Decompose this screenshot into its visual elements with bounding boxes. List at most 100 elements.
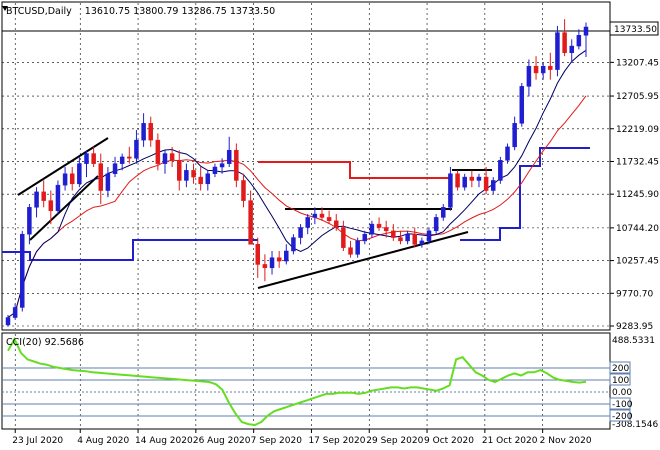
trendline-lower [29, 175, 99, 241]
candle-body [162, 153, 168, 164]
candle-body [62, 173, 68, 186]
candle-body [34, 191, 39, 208]
candle-body [20, 233, 25, 308]
cci-line [7, 336, 587, 427]
ma-fast-path [7, 49, 587, 318]
candle-body [469, 176, 475, 181]
candle-body [583, 26, 589, 36]
candle-body [248, 200, 253, 245]
candle-body [498, 160, 503, 181]
cci-tag-box [609, 373, 631, 386]
chart-dropdown-icon[interactable] [2, 6, 8, 11]
date-axis-label: 21 Oct 2020 [482, 436, 538, 446]
candle-body [476, 176, 482, 181]
candle-body [312, 213, 318, 218]
candle-body [576, 35, 582, 47]
candle-body [241, 180, 246, 201]
candle-body [77, 163, 82, 185]
cci-tag-label: -200 [612, 412, 633, 422]
candle-body [69, 173, 75, 185]
date-axis-label: 2 Nov 2020 [540, 436, 592, 446]
candle-body [326, 217, 332, 222]
candle-body [219, 163, 225, 168]
date-axis-label: 7 Sep 2020 [251, 436, 303, 446]
candle-body [12, 307, 18, 318]
candle-body [341, 227, 346, 248]
red-resistance-line [258, 161, 452, 179]
price-axis-label: 10257.45 [616, 257, 659, 267]
candle-body [419, 240, 425, 245]
trendline-sept [257, 231, 469, 289]
date-axis-label: 23 Jul 2020 [12, 436, 63, 446]
candle-body [319, 213, 325, 218]
candle-body [398, 237, 403, 242]
candle-body [112, 163, 118, 174]
candle-body [98, 163, 104, 191]
candle-body [369, 223, 375, 235]
candle-body [226, 149, 232, 164]
price-axis-label: 13207.45 [616, 58, 659, 68]
chart-title: BTCUSD,Daily 13610.75 13800.79 13286.75 … [6, 6, 275, 17]
price-grid [2, 3, 610, 329]
cci-path [7, 336, 587, 427]
candle-body [155, 139, 161, 164]
candle-body [433, 217, 439, 232]
candle-body [91, 153, 96, 164]
candle-body [48, 200, 54, 211]
candle-body [441, 207, 446, 218]
blue-support-line [2, 239, 258, 261]
candle-body [569, 45, 574, 54]
current-price-label: 13733.50 [614, 25, 657, 35]
trendline-upper [17, 137, 109, 196]
date-axis: 23 Jul 2020 4 Aug 2020 14 Aug 2020 26 Aug 2… [12, 429, 592, 446]
blue-support-line-2 [460, 147, 590, 241]
candle-body [462, 176, 467, 188]
cci-levels [2, 367, 610, 417]
cci-axis-label: -308.1546 [612, 420, 658, 430]
candle-body [177, 160, 182, 181]
date-axis-label: 17 Sep 2020 [308, 436, 365, 446]
candle-body [55, 184, 61, 211]
date-axis-label: 4 Aug 2020 [77, 436, 129, 446]
candle-body [426, 230, 432, 242]
price-axis-label: 9770.70 [616, 289, 653, 299]
support-resistance-lines [2, 30, 610, 261]
candle-body [526, 65, 532, 87]
candle-body [505, 146, 510, 161]
candle-body [27, 207, 32, 235]
ma-slow-path [7, 95, 587, 318]
candle-body [405, 233, 410, 242]
date-axis-label: 14 Aug 2020 [135, 436, 193, 446]
candle-body [533, 65, 539, 74]
candles[interactable] [5, 19, 589, 327]
trendlines [17, 137, 469, 289]
date-axis-label: 9 Oct 2020 [424, 436, 474, 446]
candle-body [376, 223, 382, 228]
candle-body [348, 247, 353, 255]
candle-body [134, 139, 139, 159]
candle-body [298, 227, 303, 238]
candle-body [169, 153, 175, 161]
candle-body [291, 237, 296, 252]
candle-body [448, 173, 453, 208]
candle-body [555, 32, 560, 70]
candle-body [540, 65, 546, 74]
candle-body [562, 32, 567, 54]
price-axis-label: 12219.09 [616, 125, 659, 135]
candle-body [391, 230, 396, 238]
candle-body [362, 233, 368, 242]
candle-body [205, 173, 211, 185]
candle-body [383, 227, 389, 232]
date-axis-label: 29 Sep 2020 [366, 436, 423, 446]
cci-tag-box [609, 397, 631, 410]
candle-body [519, 86, 525, 124]
price-axis-label: 9283.95 [616, 322, 653, 332]
candle-body [148, 123, 153, 141]
ma-fast-line [7, 49, 587, 318]
candle-body [262, 264, 268, 269]
candle-body [412, 233, 417, 245]
cci-tag-label: 100 [612, 376, 629, 386]
cci-panel[interactable] [1, 332, 611, 430]
candle-body [490, 180, 496, 191]
